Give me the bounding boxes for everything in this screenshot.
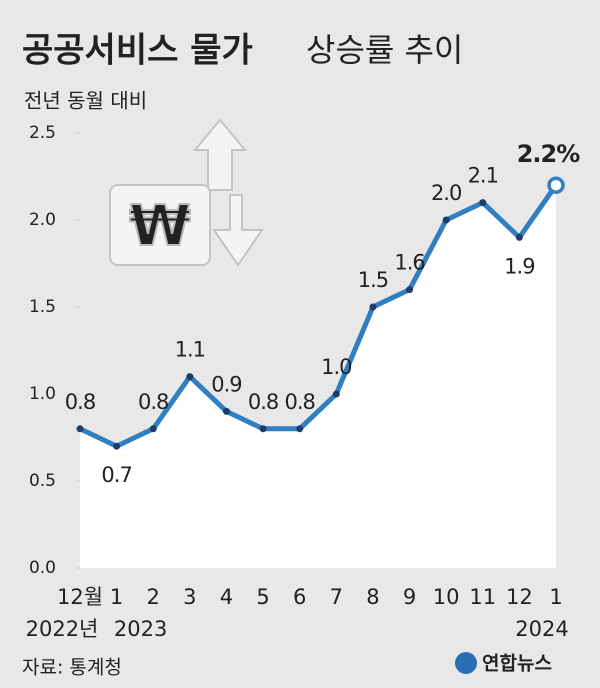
year-label: 2024 (515, 617, 568, 641)
source: 자료: 통계청 (22, 657, 122, 679)
value-label: 1.5 (358, 268, 388, 292)
point (186, 373, 194, 381)
value-label: 0.8 (248, 390, 278, 414)
y-tick-label: 2.5 (29, 123, 56, 143)
x-tick-label: 1 (110, 585, 123, 609)
chart-title-suffix: 상승률 추이 (306, 31, 463, 69)
x-tick-label: 12월 (57, 585, 103, 609)
decor-icon (109, 118, 264, 267)
value-label: 0.8 (138, 390, 168, 414)
x-tick-label: 4 (220, 585, 233, 609)
year-label: 2023 (114, 617, 167, 641)
point (296, 425, 304, 433)
line (78, 183, 559, 449)
value-label: 2.1 (468, 164, 498, 188)
logo: 연합뉴스 (482, 653, 552, 675)
value-label: 1.1 (175, 338, 205, 362)
area (80, 185, 556, 568)
chart-title: 공공서비스 물가 (22, 31, 253, 71)
point (406, 286, 414, 294)
point (149, 425, 157, 433)
value-label: 1.6 (394, 251, 425, 275)
value-label: 2.0 (431, 181, 461, 205)
x-tick-label: 6 (293, 585, 306, 609)
y-tick-label: 0.0 (29, 558, 56, 578)
year-label: 2022년 (26, 617, 99, 641)
y-tick-label: 1.5 (29, 297, 56, 317)
x-tick-label: 2 (147, 585, 160, 609)
value-label: 0.8 (65, 390, 95, 414)
y-tick-label: 2.0 (29, 210, 56, 230)
point (479, 199, 487, 207)
value-label: 2.2% (517, 140, 581, 168)
x-tick-label: 5 (256, 585, 269, 609)
x-tick-label: 7 (330, 585, 343, 609)
point (547, 176, 565, 194)
x-tick-label: 10 (433, 585, 460, 609)
x-tick-label: 3 (183, 585, 196, 609)
y-tick-label: 1.0 (29, 384, 56, 404)
point (442, 216, 450, 224)
value-label: 0.9 (211, 372, 241, 396)
point (369, 303, 377, 311)
point (76, 425, 84, 433)
x-tick-label: 9 (403, 585, 416, 609)
x-tick-label: 11 (469, 585, 496, 609)
value-label: 0.7 (101, 463, 131, 487)
x-tick-label: 1 (549, 585, 562, 609)
point (515, 233, 523, 241)
point (332, 390, 340, 398)
subtitle: 전년 동월 대비 (24, 89, 147, 113)
point (113, 442, 121, 450)
x-tick-label: 8 (366, 585, 379, 609)
point (222, 407, 230, 415)
value-label: 1.0 (321, 355, 351, 379)
point (259, 425, 267, 433)
decor-won: ₩ (129, 194, 191, 259)
x-tick-label: 12 (506, 585, 533, 609)
value-label: 0.8 (284, 390, 314, 414)
value-label: 1.9 (504, 254, 534, 278)
logo-icon (455, 652, 477, 674)
y-tick-label: 0.5 (29, 471, 56, 491)
